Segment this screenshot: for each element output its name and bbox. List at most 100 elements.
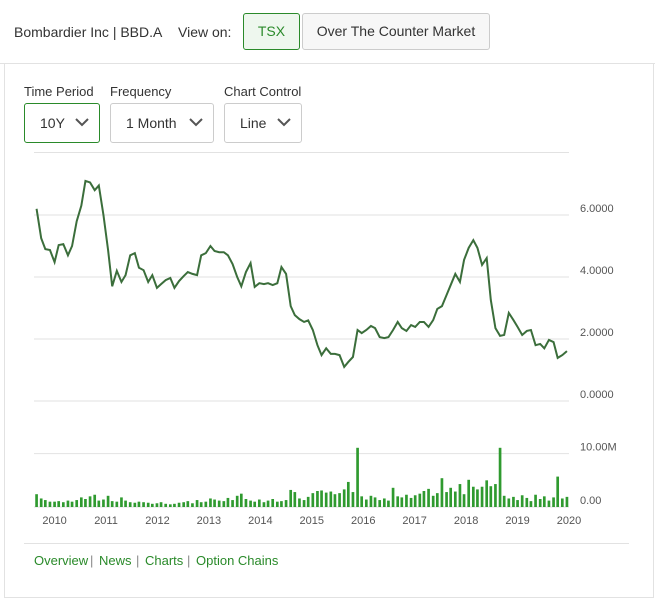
volume-bar	[271, 499, 275, 507]
volume-bar	[440, 478, 444, 507]
y2-tick-label: 0.00	[580, 495, 601, 507]
dropdown-value: 1 Month	[126, 115, 177, 131]
volume-bar	[53, 501, 56, 507]
link[interactable]: Option Chains	[196, 553, 279, 568]
otc-button[interactable]: Over The Counter Market	[302, 13, 490, 50]
volume-bar	[280, 501, 283, 507]
volume-bar	[409, 497, 413, 507]
volume-bar	[405, 494, 408, 507]
volume-bar	[471, 486, 475, 507]
volume-bar	[346, 481, 350, 507]
x-tick-label: 2014	[248, 515, 272, 527]
volume-bar	[462, 494, 466, 507]
volume-bar	[431, 495, 435, 507]
volume-bar	[284, 500, 288, 507]
view-on-label: View on:	[178, 24, 232, 40]
tsx-button[interactable]: TSX	[243, 13, 300, 50]
volume-bar	[133, 502, 137, 507]
volume-bar	[97, 500, 101, 507]
top-bar: Bombardier Inc | BBD.A View on: TSX Over…	[0, 0, 655, 64]
y-tick-label: 2.0000	[580, 327, 614, 339]
volume-bar	[356, 447, 359, 507]
volume-bar	[552, 497, 555, 507]
volume-bar	[449, 487, 453, 507]
volume-bar	[458, 484, 462, 507]
volume-bar	[182, 502, 186, 507]
volume-bar	[342, 489, 346, 507]
volume-bar	[329, 491, 333, 507]
y-tick-label: 6.0000	[580, 203, 614, 215]
volume-bar	[199, 502, 203, 507]
volume-bar	[467, 479, 471, 507]
volume-bar	[529, 501, 533, 507]
volume-bar	[369, 495, 373, 507]
chevron	[277, 118, 291, 127]
link[interactable]: Charts	[145, 553, 184, 568]
volume-bar	[476, 489, 479, 507]
volume-bar	[324, 492, 328, 507]
volume-bar	[480, 486, 484, 507]
dropdown-value: 10Y	[40, 115, 65, 131]
volume-bar	[445, 492, 448, 507]
volume-bar	[378, 500, 382, 507]
link-separator: |	[90, 553, 94, 568]
volume-bar	[565, 496, 569, 507]
volume-bar	[396, 496, 400, 507]
volume-bar	[560, 498, 564, 507]
volume-bar	[262, 502, 266, 507]
volume-bar	[494, 484, 497, 507]
volume-bar	[164, 503, 168, 507]
volume-bar	[150, 503, 154, 507]
link[interactable]: Overview	[34, 553, 89, 568]
y2-tick-label: 10.00M	[580, 442, 617, 454]
link-separator: |	[187, 553, 191, 568]
y-tick-label: 0.0000	[580, 389, 614, 401]
volume-bar	[333, 494, 337, 507]
volume-bar	[128, 502, 132, 507]
volume-bar	[364, 499, 368, 507]
volume-bar	[360, 496, 364, 507]
volume-bar	[498, 447, 502, 507]
volume-bar	[320, 490, 323, 507]
volume-bar	[231, 500, 234, 507]
volume-bar	[547, 500, 551, 507]
volume-bar	[204, 501, 208, 507]
volume-bar	[102, 499, 105, 507]
volume-bar	[235, 495, 239, 507]
volume-bar	[110, 501, 114, 507]
control-label: Frequency	[110, 84, 172, 99]
volume-bar	[249, 500, 252, 507]
chart-control-dropdown[interactable]: Line	[224, 103, 302, 143]
chevron	[75, 118, 89, 127]
volume-bar	[507, 498, 511, 507]
volume-bar	[137, 501, 141, 507]
volume-bar	[142, 502, 145, 507]
volume-bar	[520, 495, 524, 507]
time-period-dropdown[interactable]: 10Y	[24, 103, 100, 143]
volume-bar	[525, 497, 529, 507]
volume-bar	[239, 493, 243, 507]
volume-bar	[534, 494, 537, 507]
volume-bar	[222, 501, 226, 507]
volume-bar	[217, 500, 221, 507]
x-tick-label: 2012	[145, 515, 169, 527]
volume-bar	[244, 499, 248, 507]
volume-bar	[289, 489, 293, 507]
link[interactable]: News	[99, 553, 132, 568]
volume-bar	[70, 501, 74, 507]
chart: 0.0000 2.0000 4.0000 6.0000 0.00 10.00M 2010 20…	[34, 152, 617, 527]
volume-bar	[39, 498, 43, 507]
x-tick-label: 2010	[42, 515, 66, 527]
volume-bar	[311, 493, 315, 507]
x-tick-label: 2015	[300, 515, 324, 527]
volume-bar	[427, 488, 430, 507]
volume-bar	[542, 496, 546, 507]
volume-bar	[293, 492, 297, 507]
volume-bar	[88, 496, 92, 507]
volume-bar	[316, 491, 319, 507]
chart-panel	[4, 64, 654, 598]
volume-bar	[306, 496, 310, 507]
x-tick-label: 2017	[402, 515, 426, 527]
volume-bar	[79, 497, 83, 507]
frequency-dropdown[interactable]: 1 Month	[110, 103, 214, 143]
